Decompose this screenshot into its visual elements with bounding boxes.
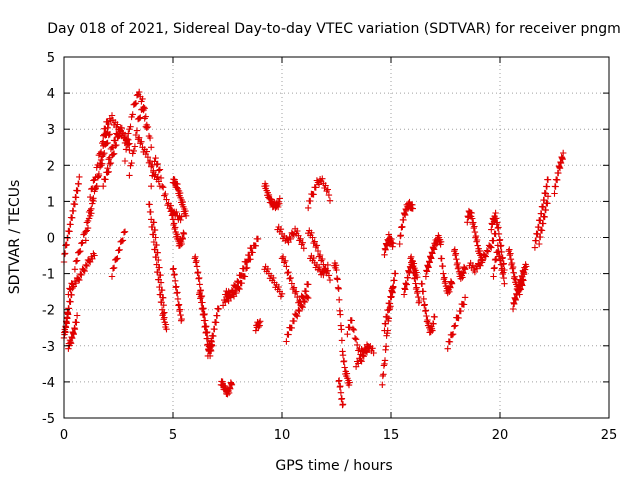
x-tick-label: 25	[601, 428, 618, 443]
data-point-series	[204, 305, 222, 360]
x-axis-title: GPS time / hours	[275, 458, 392, 474]
data-point-series	[121, 88, 155, 165]
y-tick-label: -2	[42, 304, 55, 319]
data-point-series	[167, 206, 188, 249]
data-point-series	[219, 235, 262, 309]
data-point-series	[108, 228, 129, 280]
x-tick-label: 10	[274, 428, 291, 443]
data-point-series	[87, 124, 111, 201]
data-point-series	[344, 317, 377, 358]
data-point-series	[278, 253, 312, 306]
chart-title: Day 018 of 2021, Sidereal Day-to-day VTE…	[47, 21, 621, 37]
data-point-series	[444, 294, 469, 352]
data-point-series	[536, 193, 552, 248]
y-tick-label: -4	[42, 376, 55, 391]
data-point-series	[331, 259, 353, 389]
grid	[64, 57, 609, 418]
y-tick-label: 0	[47, 232, 55, 247]
axis-ticks: 0 5 10 15 20 25 -5 -4 -3 -2 -1 0 1 2 3 4 5	[42, 51, 617, 443]
y-axis-title: SDTVAR / TECUs	[7, 180, 23, 295]
data-point-series	[490, 242, 508, 287]
y-tick-label: 2	[47, 159, 55, 174]
x-tick-label: 20	[492, 428, 509, 443]
data-point-series	[379, 270, 399, 388]
y-tick-label: 1	[47, 195, 55, 210]
data-point-series	[65, 312, 81, 352]
data-points	[60, 88, 567, 409]
data-point-series	[418, 280, 438, 336]
data-point-series	[100, 124, 124, 190]
data-point-series	[252, 318, 264, 334]
y-tick-label: -3	[42, 340, 55, 355]
data-point-series	[396, 198, 416, 248]
y-tick-label: -1	[42, 268, 55, 283]
data-point-series	[551, 149, 567, 197]
data-point-series	[134, 134, 164, 190]
data-point-series	[422, 232, 445, 280]
data-point-series	[488, 209, 508, 274]
data-point-series	[283, 292, 312, 345]
data-point-series	[335, 377, 347, 409]
data-point-series	[274, 223, 307, 252]
data-point-series	[352, 343, 373, 370]
data-point-series	[437, 255, 456, 297]
y-tick-label: 4	[47, 87, 55, 102]
data-point-series	[196, 289, 216, 360]
data-point-series	[145, 201, 170, 333]
data-point-series	[381, 231, 397, 258]
data-point-series	[126, 105, 150, 179]
x-tick-label: 5	[169, 428, 177, 443]
data-point-series	[466, 230, 499, 276]
x-tick-label: 15	[383, 428, 400, 443]
x-tick-label: 0	[60, 428, 68, 443]
data-point-series	[305, 175, 334, 212]
data-point-series	[451, 246, 469, 282]
data-point-series	[464, 207, 486, 266]
data-point-series	[307, 252, 331, 279]
y-tick-label: 5	[47, 51, 55, 66]
data-point-series	[509, 261, 530, 313]
data-point-series	[222, 244, 255, 300]
data-point-series	[261, 180, 283, 212]
data-point-series	[169, 176, 190, 219]
data-point-series	[407, 253, 423, 306]
data-point-series	[217, 378, 236, 398]
y-tick-label: 3	[47, 123, 55, 138]
data-point-series	[381, 283, 397, 334]
data-point-series	[261, 263, 286, 300]
data-point-series	[169, 265, 185, 324]
data-point-series	[150, 219, 168, 316]
data-point-series	[531, 176, 552, 251]
y-tick-label: -5	[42, 412, 55, 427]
data-point-series	[65, 250, 98, 298]
